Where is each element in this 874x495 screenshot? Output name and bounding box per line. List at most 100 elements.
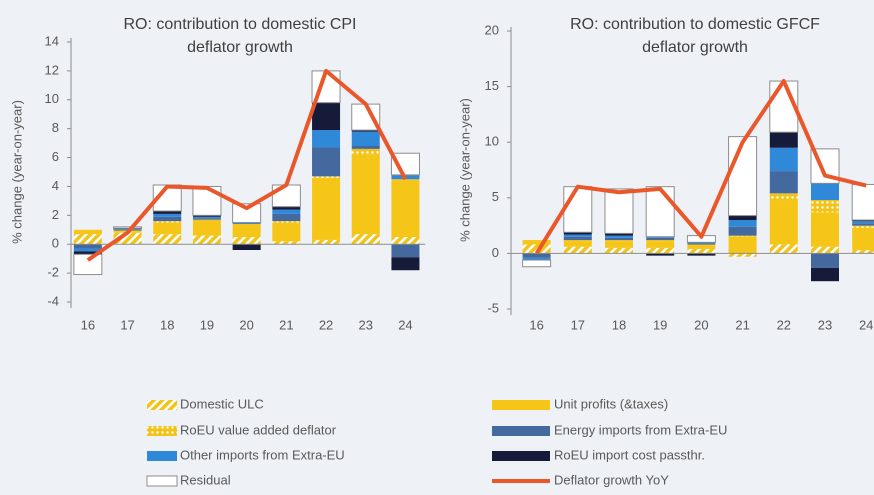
bar-segment [852, 250, 874, 254]
chart-title: RO: contribution to domestic GFCF deflat… [570, 16, 820, 56]
bar-segment [605, 247, 633, 254]
bar-segment [852, 221, 874, 224]
bar-segment [271, 184, 301, 208]
bar-segment [232, 237, 261, 245]
bar-segment [769, 200, 798, 245]
bar-segment [728, 253, 757, 257]
legend-swatch [492, 451, 550, 461]
chart-title: RO: contribution to domestic CPI deflato… [123, 16, 357, 56]
bar-segment [272, 221, 301, 223]
y-tick-label: 0 [492, 245, 499, 260]
x-tick-label: 20 [239, 317, 253, 332]
bar-segment [728, 226, 757, 236]
x-tick-label: 17 [571, 317, 585, 332]
bar-segment [605, 240, 633, 242]
y-tick-label: -4 [47, 293, 59, 308]
bar-segment [192, 235, 221, 245]
y-tick-label: 4 [52, 178, 59, 193]
x-tick-label: 16 [81, 317, 95, 332]
bar-segment [391, 257, 420, 271]
bar-segment [351, 146, 380, 149]
y-tick-label: -5 [487, 300, 499, 315]
bar-segment [687, 243, 716, 245]
x-tick-label: 17 [120, 317, 134, 332]
bar-segment [852, 220, 874, 222]
y-axis-label: % change (year-on-year) [457, 98, 472, 242]
bar-segment [605, 241, 633, 248]
x-tick-label: 18 [160, 317, 174, 332]
bar-segment [646, 236, 675, 238]
bar-segment [605, 237, 633, 241]
bar-segment [563, 240, 592, 242]
bar-segment [769, 193, 798, 201]
bar-segment [312, 239, 341, 245]
bar-segment [769, 244, 798, 254]
bar-segment [563, 236, 592, 241]
bar-segment [351, 131, 380, 146]
bar-segment [391, 244, 420, 258]
bar-segment [232, 222, 261, 224]
bar-segment [272, 206, 301, 210]
bar-segment [272, 241, 301, 245]
bar-segment [811, 253, 839, 268]
bar-segment [645, 186, 675, 238]
bar-segment [522, 244, 551, 254]
bar-segment [312, 176, 341, 178]
x-tick-label: 16 [529, 317, 543, 332]
bar-segment [852, 227, 874, 251]
legend-swatch [492, 400, 550, 410]
y-tick-label: 2 [52, 207, 59, 222]
bar-segment [153, 234, 182, 245]
bar-segment [769, 132, 798, 148]
y-tick-label: 12 [45, 62, 59, 77]
bar-segment [522, 240, 551, 245]
bar-segment [728, 235, 757, 237]
y-tick-label: 5 [492, 189, 499, 204]
legend-swatch [492, 426, 550, 436]
legend-label: RoEU import cost passthr. [554, 447, 705, 462]
bar-segment [811, 200, 839, 213]
bar-segment [73, 234, 102, 245]
bar-segment [563, 246, 592, 254]
legend-label: Domestic ULC [180, 396, 264, 411]
bar-segment [73, 251, 102, 255]
bar-segment [192, 216, 221, 219]
bar-segment [769, 147, 798, 172]
x-tick-label: 19 [653, 317, 667, 332]
bar-segment [192, 218, 221, 220]
bar-segment [646, 240, 675, 242]
y-axis-label: % change (year-on-year) [9, 100, 24, 244]
y-tick-label: 14 [45, 33, 59, 48]
bar-segment [687, 245, 716, 249]
x-tick-label: 22 [777, 317, 791, 332]
bar-segment [522, 259, 552, 268]
bar-segment [604, 188, 634, 234]
bar-segment [73, 229, 102, 235]
bar-segment [811, 246, 839, 254]
x-tick-label: 24 [859, 317, 873, 332]
x-tick-label: 24 [398, 317, 412, 332]
bar-segment [687, 244, 716, 246]
bar-segment [728, 236, 757, 254]
bar-segment [646, 237, 675, 241]
x-tick-label: 23 [359, 317, 373, 332]
legend-label: Deflator growth YoY [554, 472, 669, 487]
y-tick-label: 20 [485, 22, 499, 37]
bar-segment [312, 177, 341, 240]
bar-segment [73, 253, 103, 276]
y-tick-label: -2 [47, 265, 59, 280]
bar-segment [563, 186, 593, 233]
bar-segment [728, 220, 757, 227]
bar-segment [851, 183, 874, 221]
bar-segment [687, 253, 716, 256]
legend-label: RoEU value added deflator [180, 422, 337, 437]
x-tick-label: 23 [818, 317, 832, 332]
x-tick-label: 18 [612, 317, 626, 332]
x-tick-label: 21 [735, 317, 749, 332]
bar-segment [391, 180, 420, 237]
bar-segment [153, 211, 182, 214]
bar-segment [563, 241, 592, 247]
bar-segment [563, 232, 592, 235]
